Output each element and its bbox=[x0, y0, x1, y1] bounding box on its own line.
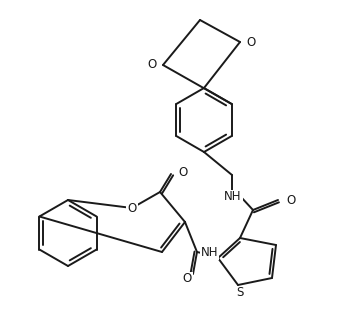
Text: O: O bbox=[127, 201, 137, 215]
Text: O: O bbox=[178, 166, 187, 178]
Text: O: O bbox=[183, 273, 192, 285]
Text: O: O bbox=[148, 58, 157, 72]
Text: NH: NH bbox=[224, 191, 242, 203]
Text: S: S bbox=[236, 286, 244, 299]
Text: NH: NH bbox=[201, 247, 218, 259]
Text: O: O bbox=[286, 194, 295, 207]
Text: O: O bbox=[246, 35, 255, 49]
